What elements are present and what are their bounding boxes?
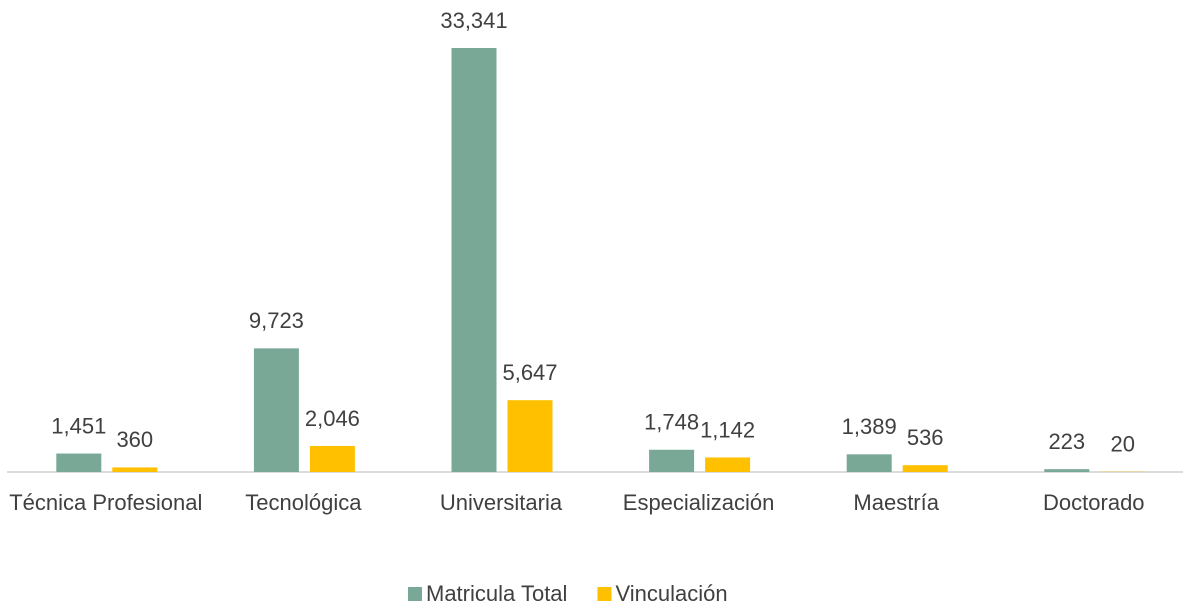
bar bbox=[507, 400, 553, 472]
bar bbox=[902, 465, 948, 472]
data-label: 1,748 bbox=[644, 410, 699, 435]
x-tick-label: Maestría bbox=[853, 490, 939, 515]
x-tick-label: Especialización bbox=[622, 490, 775, 515]
data-label: 536 bbox=[907, 425, 944, 450]
x-tick-label: Tecnológica bbox=[245, 490, 362, 515]
data-label: 20 bbox=[1111, 432, 1135, 457]
data-label: 33,341 bbox=[440, 8, 507, 33]
bar bbox=[846, 454, 892, 472]
x-tick-label: Universitaria bbox=[439, 490, 563, 515]
data-label: 9,723 bbox=[249, 308, 304, 333]
bar bbox=[253, 348, 299, 472]
data-label: 1,142 bbox=[700, 417, 755, 442]
bar bbox=[649, 449, 695, 472]
data-label: 223 bbox=[1048, 429, 1085, 454]
legend-label: Matricula Total bbox=[426, 581, 567, 606]
bar bbox=[309, 445, 355, 472]
legend-swatch bbox=[408, 587, 422, 601]
bar bbox=[705, 457, 751, 472]
x-tick-label: Doctorado bbox=[1043, 490, 1145, 515]
data-label: 360 bbox=[116, 427, 153, 452]
legend-swatch bbox=[597, 587, 612, 601]
bar bbox=[112, 467, 158, 472]
legend-label: Vinculación bbox=[615, 581, 727, 606]
data-label: 1,389 bbox=[842, 414, 897, 439]
bar bbox=[56, 453, 102, 472]
x-tick-label: Técnica Profesional bbox=[9, 490, 203, 515]
data-label: 2,046 bbox=[305, 406, 360, 431]
data-label: 1,451 bbox=[51, 413, 106, 438]
bar bbox=[451, 48, 497, 472]
data-label: 5,647 bbox=[502, 360, 557, 385]
bar bbox=[1044, 469, 1090, 472]
